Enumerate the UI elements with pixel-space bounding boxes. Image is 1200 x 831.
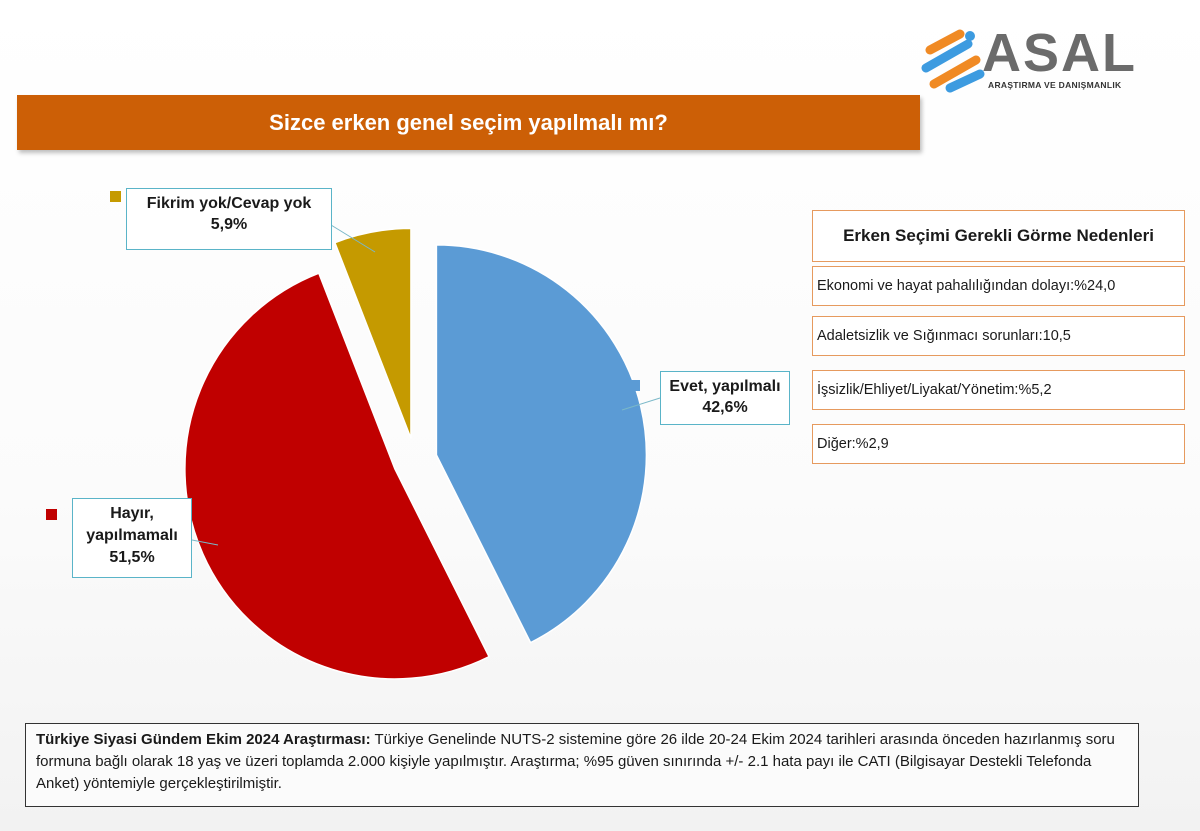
legend-square-hayir	[46, 509, 57, 520]
leader-line-fikrim	[330, 224, 376, 253]
methodology-text: Türkiye Genelinde NUTS-2 sistemine göre …	[36, 731, 1115, 792]
reason-item: Ekonomi ve hayat pahalılığından dolayı:%…	[812, 266, 1185, 306]
reasons-title: Erken Seçimi Gerekli Görme Nedenleri	[812, 210, 1185, 262]
pie-slice-fikrim	[333, 227, 412, 439]
chart-title: Sizce erken genel seçim yapılmalı mı?	[17, 95, 920, 150]
leader-line-evet	[621, 397, 661, 411]
callout-hayir-label-1: Hayır,	[110, 505, 154, 522]
callout-hayir-value: 51,5%	[109, 549, 155, 566]
reason-item: İşsizlik/Ehliyet/Liyakat/Yönetim:%5,2	[812, 370, 1185, 410]
logo-wordmark: ASAL	[982, 23, 1137, 83]
pie-slice-evet	[435, 244, 648, 644]
callout-hayir: Hayır, yapılmamalı 51,5%	[72, 498, 192, 578]
methodology-heading: Türkiye Siyasi Gündem Ekim 2024 Araştırm…	[36, 731, 371, 748]
callout-fikrim-label: Fikrim yok/Cevap yok	[146, 195, 312, 212]
callout-fikrim: Fikrim yok/Cevap yok 5,9%	[126, 188, 332, 250]
methodology-note: Türkiye Siyasi Gündem Ekim 2024 Araştırm…	[25, 723, 1139, 807]
reason-item: Adaletsizlik ve Sığınmacı sorunları:10,5	[812, 316, 1185, 356]
callout-fikrim-value: 5,9%	[210, 216, 248, 233]
legend-square-fikrim	[110, 191, 121, 202]
asal-logo: ASAL ARAŞTIRMA VE DANIŞMANLIK	[920, 23, 1160, 98]
callout-evet: Evet, yapılmalı 42,6%	[660, 371, 790, 425]
reason-item: Diğer:%2,9	[812, 424, 1185, 464]
logo-subtitle: ARAŞTIRMA VE DANIŞMANLIK	[988, 80, 1122, 90]
callout-evet-value: 42,6%	[702, 399, 748, 416]
callout-hayir-label-2: yapılmamalı	[86, 527, 178, 544]
callout-evet-label: Evet, yapılmalı	[669, 378, 781, 395]
asal-logo-mark-icon	[921, 29, 985, 93]
pie-slice-hayir	[184, 272, 491, 680]
legend-square-evet	[629, 380, 640, 391]
leader-line-hayir	[191, 539, 219, 546]
